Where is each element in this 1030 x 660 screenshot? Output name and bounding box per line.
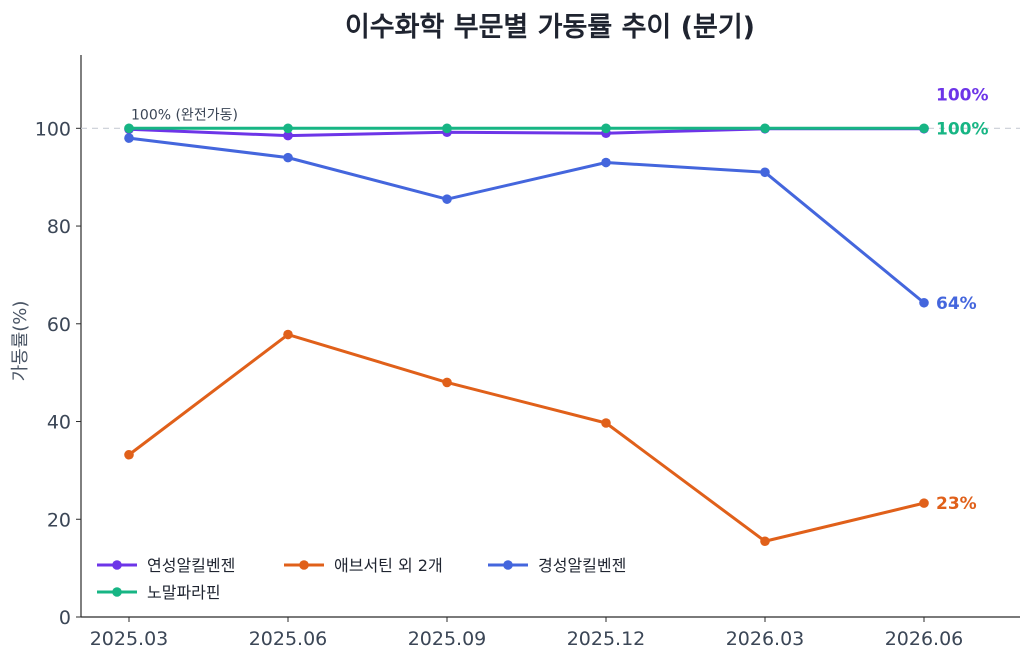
series-group: 100% 100% 64% 23% [124, 85, 989, 547]
legend-swatch-marker [112, 587, 122, 597]
data-point [601, 123, 611, 134]
data-point [919, 297, 929, 308]
data-point [760, 167, 770, 178]
reference-line-label: 100% (완전가동) [131, 107, 238, 123]
y-tick-label: 20 [47, 509, 71, 531]
series-1 [124, 329, 929, 547]
data-point [283, 152, 293, 163]
data-point [601, 418, 611, 428]
data-point [283, 329, 293, 340]
end-label: 64% [936, 294, 977, 314]
y-tick-label: 40 [47, 412, 71, 434]
data-point [442, 377, 452, 388]
chart-title: 이수화학 부문별 가동률 추이 (분기) [345, 12, 755, 43]
series-3 [124, 123, 929, 134]
series-0 [124, 123, 929, 141]
x-tick-label: 2025.09 [408, 628, 487, 650]
x-tick-label: 2025.12 [567, 628, 646, 650]
x-tick-label: 2025.06 [249, 628, 328, 650]
y-axis-label: 가동률(%) [10, 301, 31, 382]
legend-item: 애브서틴 외 2개 [284, 556, 443, 575]
legend-label: 애브서틴 외 2개 [334, 556, 443, 575]
end-label: 100% [936, 119, 989, 139]
y-tick-label: 0 [59, 607, 71, 629]
data-point [283, 123, 293, 134]
legend-item: 경성알킬벤젠 [488, 556, 626, 575]
series-line [128, 136, 925, 304]
data-point [124, 123, 134, 134]
legend-item: 연성알킬벤젠 [97, 556, 235, 575]
end-label: 23% [936, 494, 977, 514]
x-tick-label: 2025.03 [90, 628, 169, 650]
legend-swatch-marker [503, 560, 513, 570]
y-tick-label: 80 [47, 216, 71, 238]
data-point [919, 123, 929, 134]
data-point [442, 194, 452, 204]
y-tick-label: 60 [47, 314, 71, 336]
series-line [128, 127, 924, 138]
reference-line-group: 100% (완전가동) [81, 107, 1020, 129]
data-point [601, 157, 611, 168]
end-label: 100% [936, 85, 989, 105]
data-point [124, 449, 134, 460]
data-point [283, 130, 293, 141]
data-point [442, 123, 452, 134]
axes: 0 20 40 60 80 100 2025.03 2025.06 2025.09 2025.12… [35, 55, 1020, 650]
data-point [760, 123, 770, 134]
series-line [128, 333, 925, 543]
legend-item: 노말파라핀 [97, 583, 221, 602]
data-point [760, 536, 770, 547]
legend-label: 노말파라핀 [147, 583, 221, 602]
data-point [124, 133, 134, 143]
legend-label: 연성알킬벤젠 [147, 556, 235, 575]
legend-swatch-marker [299, 560, 309, 570]
x-tick-label: 2026.03 [726, 628, 805, 650]
x-tick-label: 2026.06 [885, 628, 964, 650]
y-tick-label: 100 [35, 118, 71, 140]
series-2 [124, 133, 929, 308]
legend-swatch-marker [112, 560, 122, 570]
data-point [919, 498, 929, 508]
legend-label: 경성알킬벤젠 [538, 556, 626, 575]
